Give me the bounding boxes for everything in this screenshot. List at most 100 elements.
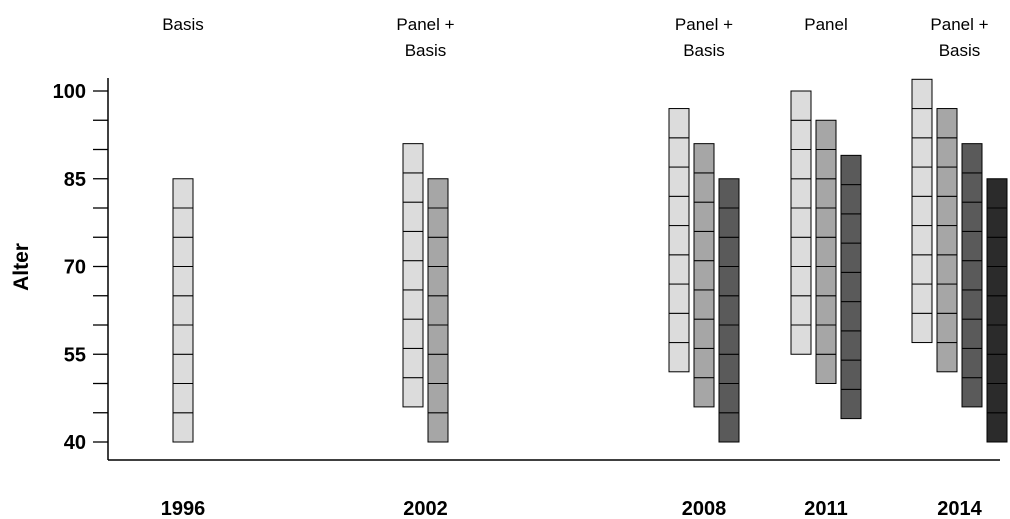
y-tick-label: 85 [64,169,86,191]
group-top-label: Panel + [675,15,733,34]
bar-segment [668,312,690,344]
bar-segment [402,260,424,291]
bar-segment [986,412,1008,443]
bar-segment [936,195,958,227]
bar-segment [961,201,983,232]
bar-segment [911,254,933,285]
bar-segment [790,149,812,180]
labels: 1996 Basis 2002 Panel + Basis 2008 Panel + Basi… [161,15,989,519]
bar-segment [911,283,933,314]
y-tick-label: 100 [53,81,86,103]
y-tick-label: 55 [64,344,86,366]
bar-segment [718,295,740,326]
bar-segment [815,149,837,180]
bar-segment [427,236,449,267]
bar-group-2011 [790,90,862,420]
bar-segment [693,347,715,379]
bar-segment [911,166,933,197]
bar-segment [693,172,715,203]
bar-segment [936,166,958,197]
bar-segment [172,178,194,209]
bar-segment [790,119,812,150]
bar-segment [936,283,958,314]
bar-segment [693,143,715,174]
group-top-label: Basis [405,41,447,60]
bar-segment [840,388,862,420]
bar-segment [936,225,958,256]
bar-segment [402,289,424,320]
bar-segment [986,295,1008,326]
bar-segment [815,266,837,297]
group-top-label: Basis [683,41,725,60]
bars [172,78,1008,443]
y-axis-title: Alter [10,243,33,291]
bar-segment [718,412,740,443]
bar-segment [402,201,424,232]
bar-segment [693,318,715,349]
bar-segment [936,312,958,344]
bar-group-2008 [668,108,740,443]
bar-segment [790,295,812,326]
bar-segment [427,383,449,414]
bar-group-1996 [172,178,194,443]
bar-segment [172,324,194,355]
bar-segment [668,166,690,197]
bar-segment [172,207,194,238]
bar-segment [815,295,837,326]
y-tick-label: 70 [64,257,86,279]
group-top-label: Basis [939,41,981,60]
bar-segment [815,119,837,150]
bar-segment [790,207,812,238]
bar-segment [911,108,933,139]
group-top-label: Panel + [930,15,988,34]
bar-segment [911,225,933,256]
bar-segment [402,143,424,174]
bar-segment [986,236,1008,267]
bar-segment [790,324,812,355]
bar-segment [961,143,983,174]
bar-segment [815,353,837,384]
bar-segment [961,172,983,203]
bar-segment [790,90,812,121]
bar-segment [718,178,740,209]
year-label: 2014 [937,498,982,519]
bar-segment [815,178,837,209]
bar-segment [668,342,690,373]
bar-segment [668,195,690,227]
bar-segment [961,347,983,379]
bar-segment [840,184,862,215]
bar-segment [668,225,690,256]
bar-segment [840,301,862,332]
bar-segment [936,342,958,373]
bar-segment [427,353,449,384]
bar-segment [172,295,194,326]
bar-segment [427,207,449,238]
bar-segment [911,137,933,168]
bar-segment [936,254,958,285]
bar-segment [172,412,194,443]
bar-segment [427,178,449,209]
bar-segment [718,324,740,355]
bar-segment [815,207,837,238]
bar-segment [840,330,862,361]
bar-segment [172,236,194,267]
bar-segment [402,230,424,262]
bar-segment [427,266,449,297]
year-label: 2002 [403,498,448,519]
y-tick-label: 40 [64,432,86,454]
bar-segment [718,353,740,384]
bar-segment [668,254,690,285]
bar-segment [693,260,715,291]
bar-segment [718,266,740,297]
bar-segment [668,137,690,168]
bar-segment [790,236,812,267]
bar-segment [840,213,862,244]
bar-segment [911,78,933,110]
bar-segment [402,377,424,408]
bar-segment [961,377,983,408]
bar-segment [718,207,740,238]
year-label: 2011 [804,498,847,519]
bar-group-2014 [911,78,1008,443]
bar-segment [693,230,715,262]
bar-segment [986,207,1008,238]
